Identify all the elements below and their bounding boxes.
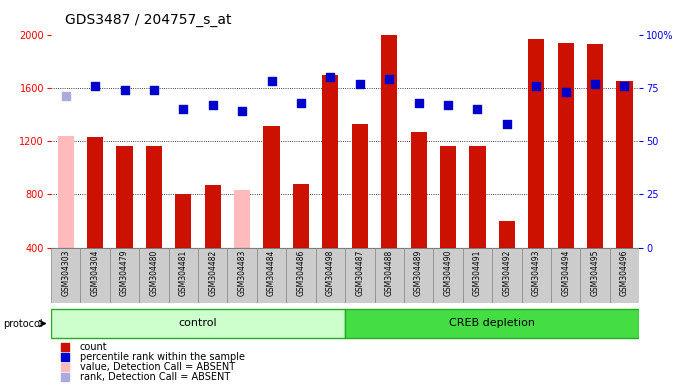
Bar <box>404 248 433 303</box>
Bar <box>462 248 492 303</box>
Text: GSM304490: GSM304490 <box>443 249 452 296</box>
Bar <box>616 81 632 248</box>
Bar <box>587 44 603 248</box>
Point <box>619 83 630 89</box>
Point <box>59 374 70 380</box>
Bar <box>522 248 551 303</box>
Point <box>59 354 70 360</box>
Bar <box>381 35 397 248</box>
Bar <box>411 132 427 248</box>
FancyBboxPatch shape <box>51 309 345 338</box>
Bar <box>146 146 162 248</box>
Bar <box>227 248 257 303</box>
Point <box>266 78 277 84</box>
Bar <box>263 126 279 248</box>
Point <box>148 87 159 93</box>
Bar <box>610 248 639 303</box>
Bar <box>286 248 316 303</box>
Bar <box>528 38 545 248</box>
Point <box>90 83 101 89</box>
Text: count: count <box>80 342 107 352</box>
Text: GSM304498: GSM304498 <box>326 249 335 296</box>
Point <box>354 81 365 87</box>
Text: GSM304489: GSM304489 <box>414 249 423 296</box>
Bar <box>322 74 339 248</box>
Bar <box>205 185 221 248</box>
Bar <box>175 194 192 248</box>
Point <box>590 81 600 87</box>
Text: GSM304483: GSM304483 <box>238 249 247 296</box>
Bar <box>375 248 404 303</box>
Text: GSM304481: GSM304481 <box>179 249 188 296</box>
Bar <box>116 146 133 248</box>
Text: GDS3487 / 204757_s_at: GDS3487 / 204757_s_at <box>65 13 231 27</box>
Text: value, Detection Call = ABSENT: value, Detection Call = ABSENT <box>80 362 235 372</box>
Point <box>61 93 71 99</box>
Bar <box>433 248 462 303</box>
Text: protocol: protocol <box>3 318 43 329</box>
Text: percentile rank within the sample: percentile rank within the sample <box>80 352 245 362</box>
Point <box>560 89 571 95</box>
Bar <box>198 248 227 303</box>
Bar <box>109 248 139 303</box>
Point <box>531 83 542 89</box>
Bar <box>440 146 456 248</box>
Text: CREB depletion: CREB depletion <box>449 318 535 328</box>
Text: GSM304493: GSM304493 <box>532 249 541 296</box>
Text: control: control <box>179 318 218 328</box>
Point <box>384 76 394 83</box>
Point <box>325 74 336 80</box>
Bar <box>352 124 368 248</box>
Point <box>413 100 424 106</box>
Bar <box>234 190 250 248</box>
Text: GSM304482: GSM304482 <box>208 249 217 296</box>
Text: GSM304480: GSM304480 <box>150 249 158 296</box>
Text: rank, Detection Call = ABSENT: rank, Detection Call = ABSENT <box>80 372 230 382</box>
Text: GSM304491: GSM304491 <box>473 249 482 296</box>
Text: GSM304479: GSM304479 <box>120 249 129 296</box>
Bar <box>316 248 345 303</box>
Point <box>501 121 512 127</box>
Point <box>59 364 70 370</box>
Text: GSM304494: GSM304494 <box>561 249 570 296</box>
Text: GSM304304: GSM304304 <box>90 249 99 296</box>
Text: GSM304484: GSM304484 <box>267 249 276 296</box>
Bar <box>498 221 515 248</box>
Point <box>178 106 189 112</box>
Bar <box>293 184 309 248</box>
Point <box>59 344 70 350</box>
Text: GSM304487: GSM304487 <box>356 249 364 296</box>
Bar <box>169 248 198 303</box>
Bar <box>345 248 375 303</box>
Point <box>119 87 130 93</box>
Text: GSM304486: GSM304486 <box>296 249 305 296</box>
Bar <box>558 43 574 248</box>
Text: GSM304495: GSM304495 <box>591 249 600 296</box>
Bar <box>257 248 286 303</box>
Bar <box>87 137 103 248</box>
Bar <box>469 146 486 248</box>
Bar <box>551 248 580 303</box>
Text: GSM304496: GSM304496 <box>620 249 629 296</box>
Point <box>472 106 483 112</box>
Bar <box>51 248 80 303</box>
Point <box>207 102 218 108</box>
Text: GSM304303: GSM304303 <box>61 249 70 296</box>
Bar <box>581 248 610 303</box>
Point <box>296 100 307 106</box>
Text: GSM304492: GSM304492 <box>503 249 511 296</box>
Point <box>443 102 454 108</box>
Bar <box>58 136 74 248</box>
FancyBboxPatch shape <box>345 309 639 338</box>
Text: GSM304488: GSM304488 <box>385 249 394 296</box>
Bar <box>492 248 522 303</box>
Point <box>237 108 248 114</box>
Bar <box>139 248 169 303</box>
Bar <box>80 248 109 303</box>
